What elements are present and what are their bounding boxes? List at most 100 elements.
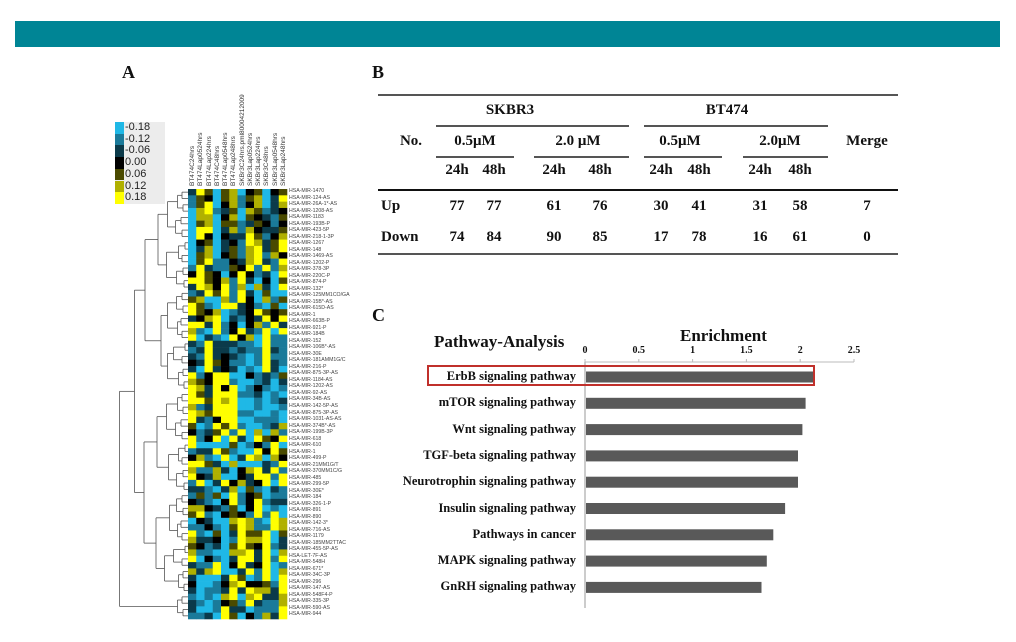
pathway-label: GnRH signaling pathway <box>440 579 576 594</box>
heatmap-cell <box>188 593 197 601</box>
heatmap-row-label: HSA-MIR-34C-3P <box>289 572 331 579</box>
heatmap-cell <box>188 486 197 493</box>
heatmap-row-label: HSA-MIR-485 <box>289 474 322 481</box>
heatmap-cell <box>221 340 230 348</box>
heatmap-cell <box>212 593 222 601</box>
heatmap-cell <box>237 309 247 316</box>
heatmap-cell <box>237 568 247 576</box>
heatmap-cell <box>212 372 222 379</box>
dose-header: 0.5μM <box>454 133 496 149</box>
heatmap-cell <box>212 283 222 291</box>
heatmap-cell <box>237 410 247 417</box>
heatmap-row-label: HSA-MIR-184B <box>289 331 325 338</box>
heatmap-cell <box>254 239 263 247</box>
heatmap-cell <box>245 416 255 424</box>
heatmap-cell <box>221 429 230 436</box>
heatmap-row-label: HSA-MIR-548F4-P <box>289 591 333 598</box>
heatmap-cell <box>212 214 222 221</box>
heatmap-row-label: HSA-MIR-378-3P <box>289 266 330 273</box>
heatmap-cell <box>188 201 197 209</box>
heatmap-cell <box>278 214 288 221</box>
heatmap-cell <box>262 189 271 196</box>
heatmap-cell <box>245 372 255 379</box>
heatmap-row-label: HSA-MIR-1031-AS-AS <box>289 416 342 423</box>
heatmap-cell <box>204 397 214 405</box>
heatmap-cell <box>196 302 205 310</box>
bar <box>586 581 762 593</box>
heatmap-cell <box>229 239 238 247</box>
heatmap-cell <box>245 473 255 481</box>
heatmap-cell <box>270 353 280 361</box>
heatmap-cell <box>254 226 263 234</box>
heatmap-cell <box>204 587 214 594</box>
heatmap-cell <box>237 207 247 215</box>
heatmap-cell <box>221 385 230 392</box>
heatmap-cell <box>204 372 214 379</box>
heatmap-cell <box>196 448 205 455</box>
legend-entry: -0.06 <box>115 144 165 158</box>
heatmap-cell <box>245 429 255 436</box>
heatmap-cell <box>245 252 255 259</box>
heatmap-cell <box>229 486 238 493</box>
heatmap-cell <box>221 505 230 512</box>
heatmap-cell <box>212 271 222 278</box>
heatmap-cell <box>270 441 280 449</box>
heatmap-cell <box>270 245 280 253</box>
heatmap-cell <box>212 264 222 272</box>
heatmap-cell <box>278 511 288 519</box>
heatmap-cell <box>188 366 197 373</box>
heatmap-cell <box>229 340 238 348</box>
heatmap-cell <box>245 404 255 411</box>
heatmap-cell <box>254 517 263 525</box>
heatmap-cell <box>196 505 205 512</box>
heatmap-cell <box>245 479 255 487</box>
heatmap-cell <box>196 517 205 525</box>
heatmap-cell <box>204 530 214 538</box>
heatmap-cell <box>196 258 205 266</box>
heatmap-cell <box>204 422 214 430</box>
heatmap-cell <box>262 441 271 449</box>
heatmap-cell <box>237 511 247 519</box>
bar <box>586 503 786 514</box>
heatmap-cell <box>204 226 214 234</box>
heatmap-cell <box>262 226 271 234</box>
heatmap-cell <box>204 600 214 607</box>
heatmap-cell <box>188 258 197 266</box>
heatmap-cell <box>229 264 238 272</box>
pathway-label: ErbB signaling pathway <box>446 369 576 383</box>
heatmap-cell <box>229 448 238 455</box>
heatmap-cell <box>212 562 222 569</box>
bar <box>586 529 774 541</box>
heatmap-cell <box>270 467 280 474</box>
heatmap-cell <box>204 612 214 620</box>
heatmap <box>188 189 288 620</box>
heatmap-cell <box>278 353 288 361</box>
heatmap-row-label: HSA-MIR-875-3P-AS <box>289 409 339 416</box>
heatmap-cell <box>245 271 255 278</box>
heatmap-cell <box>212 530 222 538</box>
heatmap-cell <box>221 543 230 550</box>
heatmap-cell <box>237 441 247 449</box>
heatmap-cell <box>204 195 214 202</box>
heatmap-cell <box>245 511 255 519</box>
heatmap-cell <box>262 511 271 519</box>
heatmap-cell <box>188 245 197 253</box>
heatmap-cell <box>188 264 197 272</box>
heatmap-cell <box>212 486 222 493</box>
heatmap-cell <box>245 296 255 304</box>
heatmap-cell <box>262 606 271 613</box>
heatmap-cell <box>221 606 230 613</box>
heatmap-cell <box>262 378 271 386</box>
heatmap-cell <box>188 505 197 512</box>
heatmap-cell <box>229 207 238 215</box>
heatmap-cell <box>221 207 230 215</box>
heatmap-cell <box>270 429 280 436</box>
heatmap-cell <box>196 555 205 563</box>
heatmap-cell <box>204 340 214 348</box>
heatmap-cell <box>212 309 222 316</box>
heatmap-cell <box>221 486 230 493</box>
heatmap-cell <box>237 239 247 247</box>
chart-title: Pathway-Analysis <box>434 332 565 351</box>
heatmap-cell <box>270 460 280 468</box>
heatmap-row-label: HSA-MIR-124-AS <box>289 194 330 201</box>
